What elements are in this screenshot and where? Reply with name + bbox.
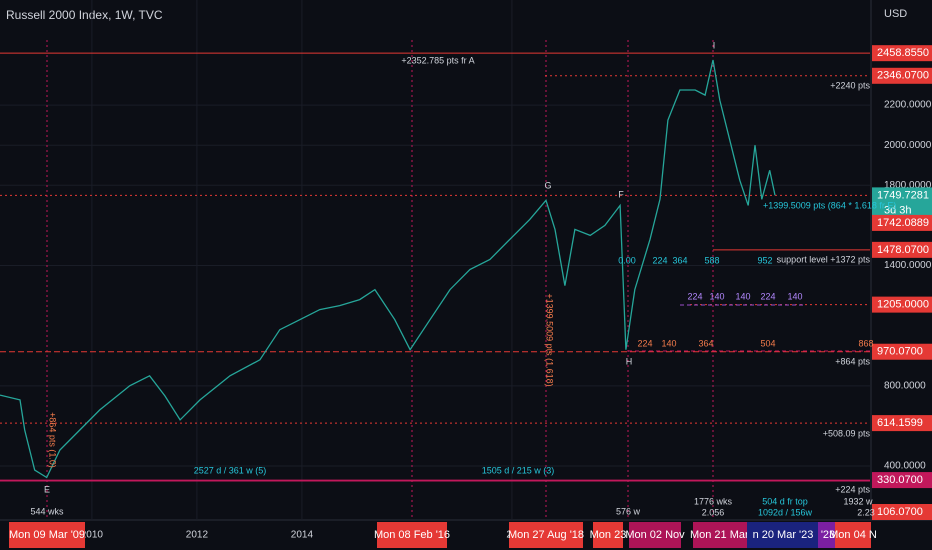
price-label: 2458.8550 [877, 47, 929, 59]
annotation: 2527 d / 361 w (5) [194, 465, 267, 475]
annotation: 140 [709, 291, 724, 301]
y-tick-label: 1400.0000 [884, 260, 932, 271]
annotation: 2.23 [857, 507, 875, 517]
annotation: support level +1372 pts [777, 254, 871, 264]
price-label: 1742.0889 [877, 217, 929, 229]
chart-title: Russell 2000 Index, 1W, TVC [6, 8, 163, 22]
date-marker-box [9, 522, 85, 548]
date-marker-box [747, 522, 819, 548]
price-label-box [872, 472, 932, 489]
annotation: 588 [704, 255, 719, 265]
y-tick-label: 1800.0000 [884, 180, 932, 191]
price-label: 2346.0700 [877, 70, 929, 82]
annotation: 576 w [616, 506, 641, 516]
annotation: 364 [698, 338, 713, 348]
annotation: 1932 w [843, 496, 873, 506]
annotation: 1776 wks [694, 496, 733, 506]
annotation: 868 [858, 338, 873, 348]
price-label-box [872, 187, 932, 218]
date-marker-box [818, 522, 838, 548]
date-marker: '23 [821, 529, 835, 541]
price-label: 330.0700 [877, 474, 923, 486]
price-label: 106.0700 [877, 506, 923, 518]
price-label-box [872, 214, 932, 231]
date-marker-box [835, 522, 871, 548]
annotation: 504 [760, 338, 775, 348]
date-marker-box [377, 522, 447, 548]
price-label-box [872, 67, 932, 84]
annotation: +2352.785 pts fr A [401, 55, 474, 65]
annotation: 0.00 [618, 255, 636, 265]
annotation: 224 [760, 291, 775, 301]
date-marker: Mon 02 Nov [625, 529, 685, 541]
price-label-box [872, 504, 932, 520]
annotation: +224 pts [835, 484, 870, 494]
x-tick-label: 2014 [291, 530, 314, 541]
price-label: 1749.7281 [877, 189, 929, 201]
price-label-box [872, 296, 932, 313]
annotation: 224 [652, 255, 667, 265]
price-label: 970.0700 [877, 346, 923, 358]
annotation: H [626, 356, 633, 366]
annotation: 504 d fr top [762, 496, 808, 506]
annotation: +1399.5009 pts (1.618) [545, 293, 555, 386]
annotation: 140 [787, 291, 802, 301]
y-tick-label: 400.0000 [884, 461, 926, 472]
annotation: G [544, 180, 551, 190]
price-label-box [872, 415, 932, 432]
countdown: 3d 3h [884, 204, 912, 216]
y-tick-label: 800.0000 [884, 380, 926, 391]
date-marker: Mon 09 Mar '09 [9, 529, 85, 541]
annotation: 2.056 [702, 507, 725, 517]
annotation: 224 [687, 291, 702, 301]
annotation: 1092d / 156w [758, 507, 813, 517]
y-tick-label: 2000.0000 [884, 140, 932, 151]
price-label-box [872, 343, 932, 360]
annotation: 140 [735, 291, 750, 301]
annotation: 364 [672, 255, 687, 265]
annotation: 1505 d / 215 w (3) [482, 465, 555, 475]
date-marker-box [593, 522, 623, 548]
annotation: +864 pts (1.0) [48, 412, 58, 468]
date-marker: Mon 23 [590, 529, 627, 541]
x-tick-label: 2012 [186, 530, 209, 541]
date-marker-box [509, 522, 583, 548]
annotation: +1399.5009 pts (864 * 1.618 fr E) [763, 200, 896, 210]
currency: USD [884, 8, 907, 20]
annotation: I [713, 40, 716, 50]
price-label-box [872, 241, 932, 258]
date-marker: Mon 27 Aug '18 [508, 529, 584, 541]
annotation: 952 [757, 255, 772, 265]
annotation: +2240 pts [830, 80, 870, 90]
x-tick-label: 2010 [81, 530, 104, 541]
annotation: +864 pts [835, 356, 870, 366]
date-marker: Mon 08 Feb '16 [374, 529, 450, 541]
annotation: +508.09 pts [823, 428, 871, 438]
annotation: 544 wks [30, 506, 64, 516]
price-label: 614.1599 [877, 417, 923, 429]
y-tick-label: 2200.0000 [884, 100, 932, 111]
price-label: 1478.0700 [877, 244, 929, 256]
price-label-box [872, 45, 932, 62]
date-marker: Mon 04 N [829, 529, 877, 541]
annotation: F [618, 189, 624, 199]
price-label: 1205.0000 [877, 299, 929, 311]
annotation: 224 [637, 338, 652, 348]
annotation: E [44, 484, 50, 494]
annotation: 140 [661, 338, 676, 348]
date-marker-box [629, 522, 681, 548]
date-marker: n 20 Mar '23 [753, 529, 814, 541]
price-line [0, 59, 776, 479]
